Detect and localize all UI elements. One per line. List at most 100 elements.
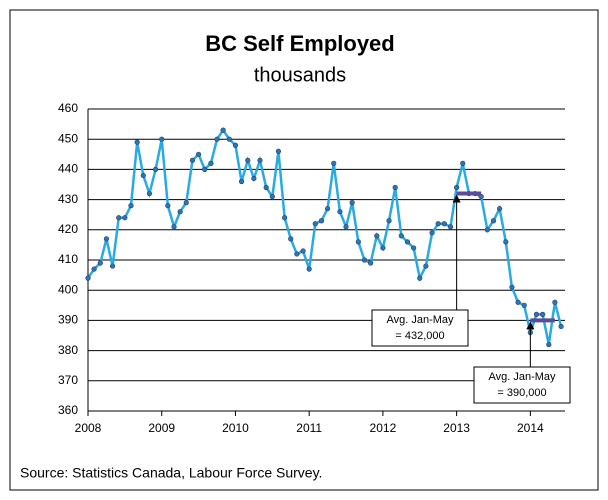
y-tick-label: 460 [58, 101, 78, 115]
data-point [91, 266, 97, 272]
data-point [208, 160, 214, 166]
data-point [195, 151, 202, 157]
data-point [128, 203, 134, 209]
arrow-head [526, 321, 535, 330]
annotation-text: = 432,000 [395, 330, 444, 342]
y-tick-label: 380 [58, 343, 78, 357]
chart-title: BC Self Employed [205, 31, 394, 56]
y-tick-label: 370 [58, 373, 78, 387]
y-tick-label: 450 [58, 131, 78, 145]
data-point [134, 139, 140, 145]
data-point [109, 263, 116, 269]
data-point [503, 239, 509, 245]
data-point [294, 251, 300, 257]
x-tick-label: 2014 [517, 421, 544, 435]
data-point [533, 311, 540, 317]
data-point [386, 218, 392, 224]
x-tick-label: 2013 [443, 421, 470, 435]
data-point [497, 206, 503, 212]
data-point [171, 224, 177, 230]
x-tick-label: 2008 [75, 421, 102, 435]
data-point [251, 175, 257, 182]
data-point [189, 157, 196, 163]
data-point [257, 157, 263, 163]
data-point [282, 215, 288, 221]
y-tick-label: 360 [58, 403, 78, 417]
data-point [220, 127, 226, 133]
data-point [521, 302, 527, 308]
annotation-box [473, 366, 571, 404]
data-point [484, 227, 490, 233]
y-tick-label: 430 [58, 192, 78, 206]
data-point [361, 257, 368, 263]
data-point [226, 136, 232, 142]
source: Source: Statistics Canada, Labour Force … [20, 465, 322, 481]
data-point [423, 263, 429, 269]
data-point [331, 160, 337, 166]
data-point [269, 193, 275, 200]
data-point [454, 184, 460, 191]
annotation-text: = 390,000 [497, 387, 546, 399]
data-point [374, 233, 380, 239]
data-point [146, 190, 153, 197]
data-point [312, 221, 318, 227]
data-point [540, 311, 546, 317]
data-point [337, 209, 343, 215]
data-point [398, 233, 404, 239]
data-point [153, 166, 159, 172]
y-tick-label: 400 [58, 282, 78, 296]
data-point [214, 136, 220, 142]
data-point [245, 157, 251, 163]
data-point [546, 341, 552, 348]
data-point [97, 260, 103, 266]
annotation-text: Avg. Jan-May [488, 371, 556, 383]
x-tick-label: 2010 [222, 421, 249, 435]
x-tick-label: 2009 [148, 421, 175, 435]
data-point [159, 136, 165, 142]
data-point [380, 245, 386, 251]
data-point [404, 239, 411, 245]
x-tick-label: 2011 [296, 421, 322, 435]
data-line [86, 127, 563, 345]
data-point [288, 236, 294, 242]
data-point [558, 323, 564, 330]
data-point [122, 215, 128, 221]
data-point [355, 239, 361, 245]
y-tick-label: 410 [58, 252, 78, 266]
data-point [103, 236, 110, 242]
y-tick-label: 390 [58, 313, 78, 327]
data-point [417, 275, 423, 281]
data-point [552, 299, 558, 305]
data-point [429, 230, 435, 236]
data-point [232, 142, 239, 148]
data-point [275, 148, 282, 154]
data-point [343, 224, 349, 230]
data-point [367, 260, 374, 266]
data-point [509, 284, 515, 290]
data-point [183, 200, 189, 206]
data-point [490, 218, 497, 224]
annotation-box [371, 309, 469, 347]
data-point [325, 206, 331, 212]
data-point [460, 160, 466, 166]
data-point [238, 178, 245, 185]
arrow-head [452, 194, 461, 203]
data-point [85, 275, 91, 281]
data-point [165, 203, 171, 209]
annotation-text: Avg. Jan-May [386, 314, 454, 326]
x-tick-label: 2012 [370, 421, 397, 435]
data-point [318, 218, 325, 224]
data-point [515, 299, 521, 305]
data-point [447, 224, 454, 230]
data-point [116, 215, 122, 221]
y-tick-label: 440 [58, 162, 78, 176]
data-point [441, 221, 447, 227]
data-point [411, 245, 417, 251]
data-point [392, 184, 398, 191]
data-point [435, 221, 441, 227]
data-point [177, 209, 183, 215]
chart-subtitle: thousands [254, 64, 346, 86]
data-point [140, 172, 146, 179]
data-point [300, 248, 306, 254]
